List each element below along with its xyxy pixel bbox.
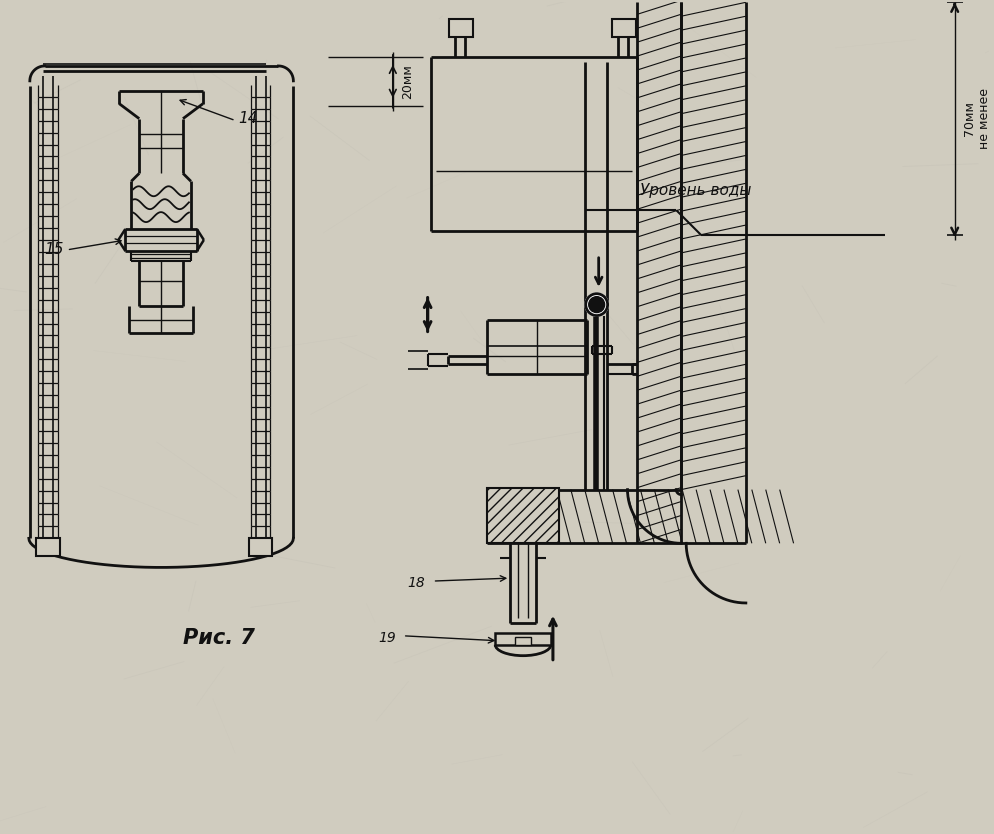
Text: 70мм
не менее: 70мм не менее bbox=[962, 88, 991, 149]
Text: Рис. 7: Рис. 7 bbox=[183, 628, 254, 648]
Text: 19: 19 bbox=[378, 631, 396, 645]
Bar bbox=[495, 633, 551, 645]
Circle shape bbox=[588, 297, 604, 313]
Bar bbox=[487, 488, 559, 543]
Text: 15: 15 bbox=[44, 243, 64, 258]
Text: 14: 14 bbox=[239, 111, 258, 126]
Bar bbox=[611, 19, 636, 37]
Text: 20мм: 20мм bbox=[401, 64, 414, 98]
Bar bbox=[248, 538, 272, 556]
Bar bbox=[448, 19, 473, 37]
Text: Уровень воды: Уровень воды bbox=[640, 183, 751, 198]
Bar bbox=[36, 538, 60, 556]
Text: 18: 18 bbox=[408, 576, 425, 590]
Circle shape bbox=[585, 294, 607, 315]
Bar bbox=[515, 637, 531, 645]
